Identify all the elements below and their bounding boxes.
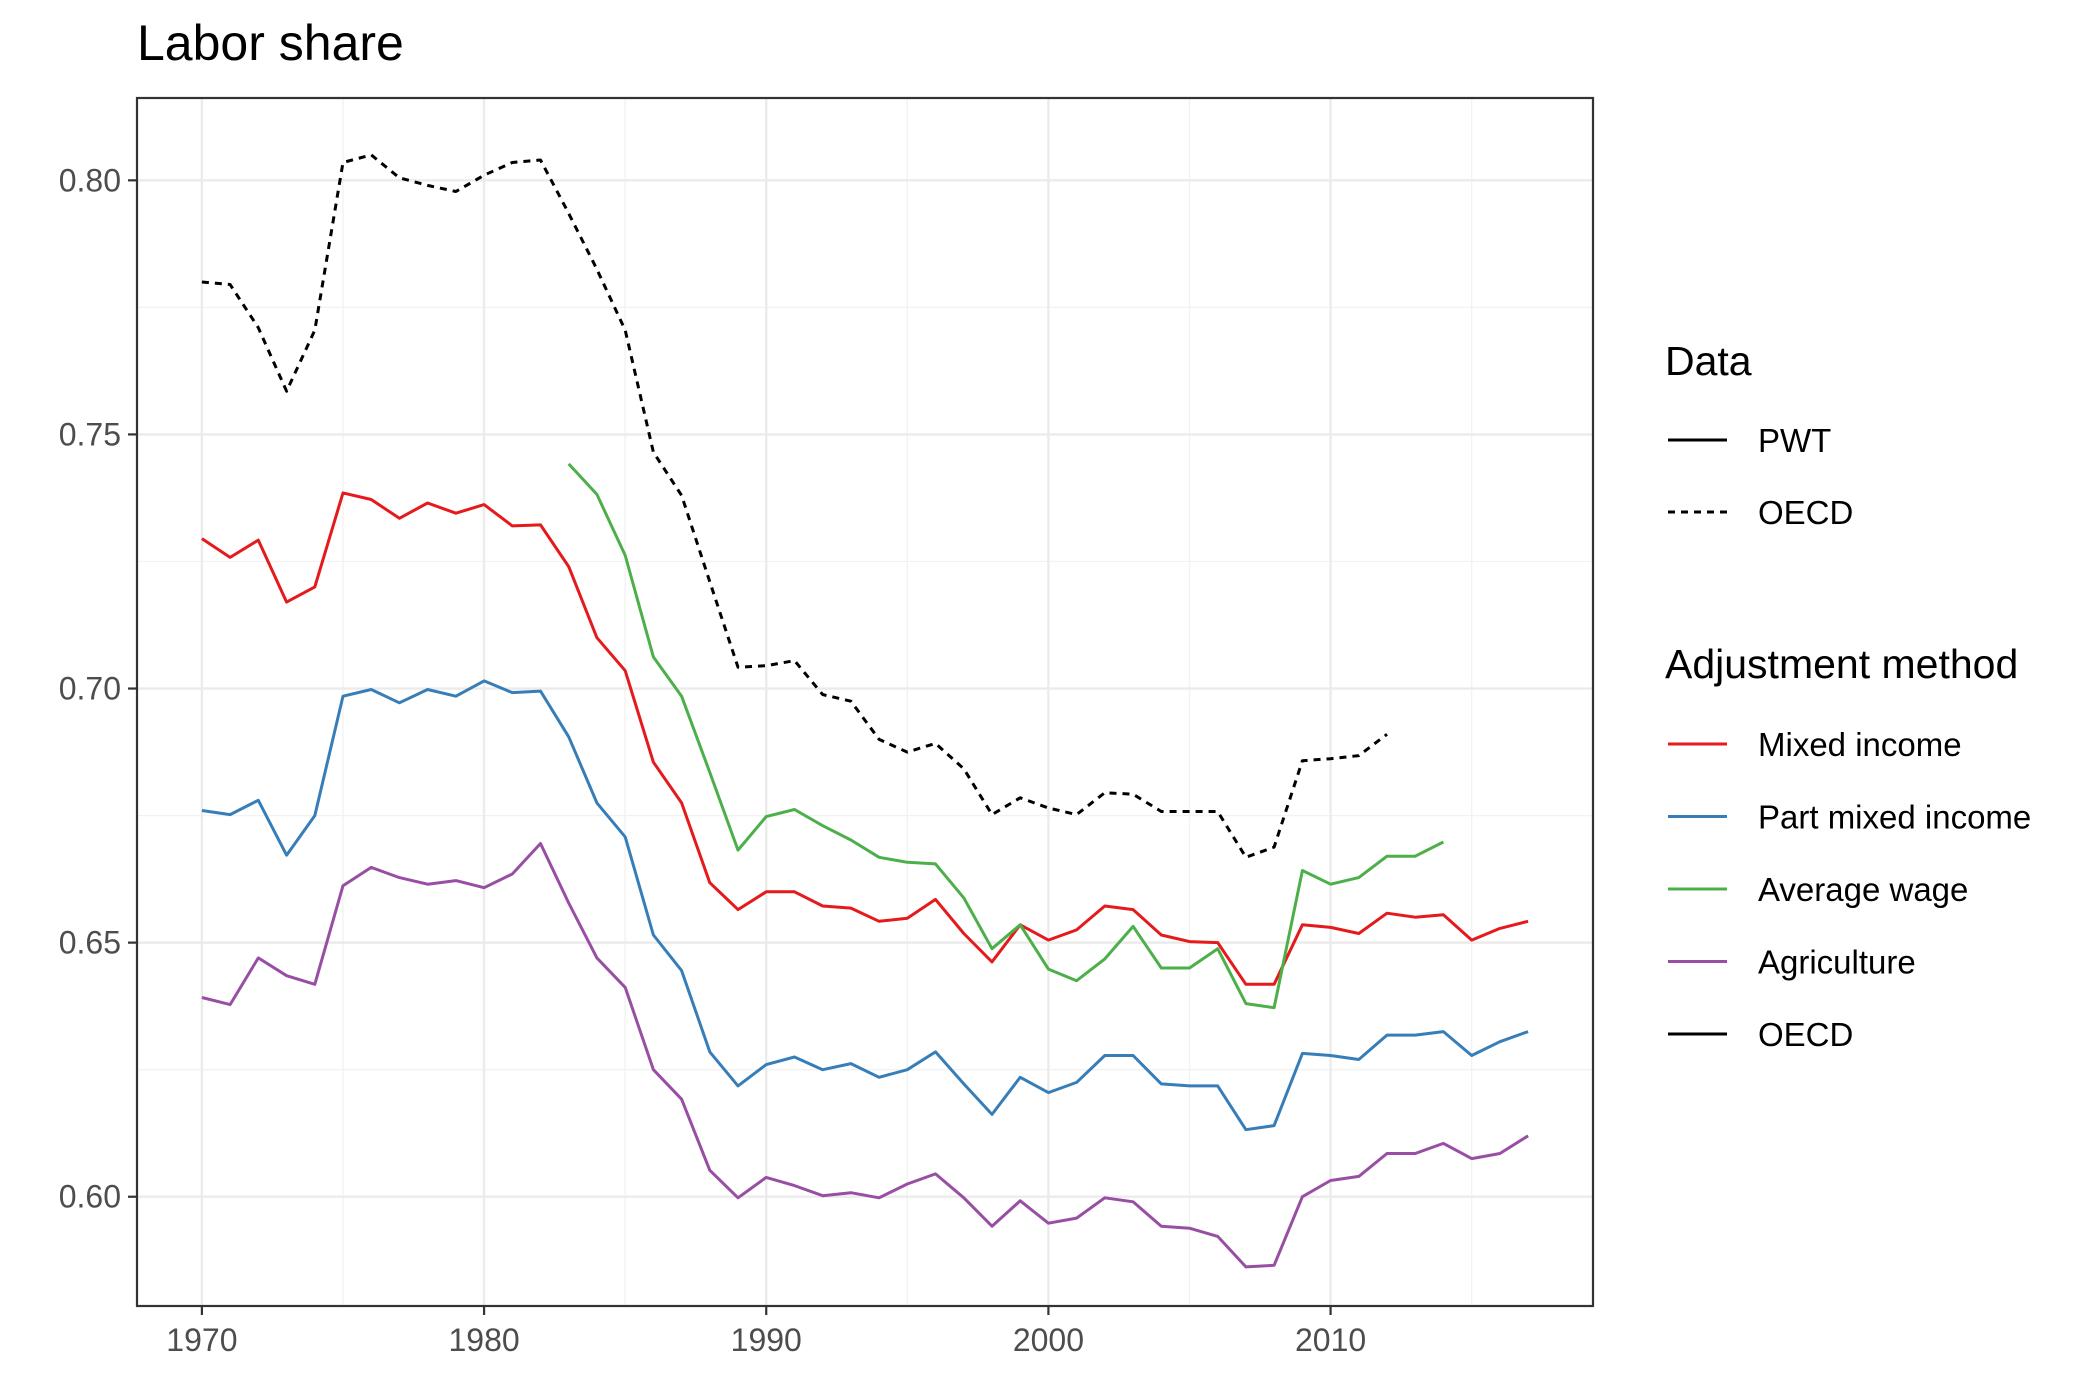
x-tick-label: 1970 (166, 1322, 237, 1358)
legend-label-agriculture: Agriculture (1758, 944, 1916, 981)
x-tick-label: 2010 (1295, 1322, 1366, 1358)
legend-method-title: Adjustment method (1665, 641, 2018, 687)
series-line-average-wage (567, 462, 1445, 1010)
legend: Data Adjustment method PWT OECD Mixed inco… (1665, 338, 2031, 1053)
y-tick-label: 0.60 (59, 1179, 121, 1215)
plot-panel-border (135, 96, 1595, 1308)
series-lines (201, 153, 1529, 1269)
chart-title: Labor share (137, 15, 404, 71)
legend-label-oecd: OECD (1758, 1016, 1853, 1053)
series-line-mixed-income (201, 491, 1529, 986)
grid (137, 98, 1593, 1306)
x-tick-label: 2000 (1013, 1322, 1084, 1358)
y-tick-label: 0.70 (59, 671, 121, 707)
series-line-agriculture (201, 842, 1529, 1269)
x-tick-label: 1980 (448, 1322, 519, 1358)
series-line-part-mixed-income (201, 679, 1529, 1132)
legend-data-title: Data (1665, 338, 1752, 384)
axes: 0.60 0.65 0.70 0.75 0.80 1970 1980 1990 2000 2010 (59, 162, 1366, 1358)
legend-label-average-wage: Average wage (1758, 871, 1968, 908)
legend-label-oecd: OECD (1758, 494, 1853, 531)
y-tick-label: 0.65 (59, 925, 121, 961)
y-tick-label: 0.75 (59, 416, 121, 452)
series-line-oecd (201, 153, 1388, 859)
legend-label-mixed-income: Mixed income (1758, 726, 1962, 763)
legend-label-part-mixed-income: Part mixed income (1758, 799, 2031, 836)
x-tick-label: 1990 (731, 1322, 802, 1358)
legend-label-pwt: PWT (1758, 422, 1831, 459)
y-tick-label: 0.80 (59, 162, 121, 198)
